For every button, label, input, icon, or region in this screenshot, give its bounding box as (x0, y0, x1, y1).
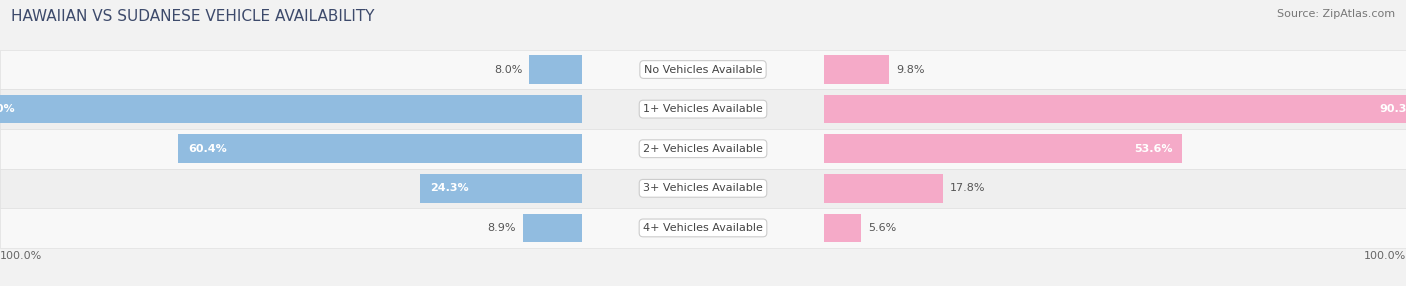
Text: 60.4%: 60.4% (188, 144, 226, 154)
Bar (0, 129, 1406, 168)
Text: 100.0%: 100.0% (1364, 251, 1406, 261)
Bar (0, 208, 1406, 248)
Text: 53.6%: 53.6% (1133, 144, 1173, 154)
Text: 90.3%: 90.3% (1379, 104, 1406, 114)
Text: 8.9%: 8.9% (488, 223, 516, 233)
Bar (824, 174, 942, 202)
Text: No Vehicles Available: No Vehicles Available (644, 65, 762, 75)
Bar (0, 50, 1406, 89)
Text: 5.6%: 5.6% (868, 223, 896, 233)
Text: HAWAIIAN VS SUDANESE VEHICLE AVAILABILITY: HAWAIIAN VS SUDANESE VEHICLE AVAILABILIT… (11, 9, 375, 23)
Bar (0, 89, 1406, 129)
Text: 17.8%: 17.8% (949, 183, 984, 193)
Text: 4+ Vehicles Available: 4+ Vehicles Available (643, 223, 763, 233)
Bar (420, 174, 582, 202)
Text: 100.0%: 100.0% (0, 251, 42, 261)
Text: 24.3%: 24.3% (430, 183, 468, 193)
Text: 9.8%: 9.8% (896, 65, 924, 75)
Text: 8.0%: 8.0% (494, 65, 522, 75)
Text: 1+ Vehicles Available: 1+ Vehicles Available (643, 104, 763, 114)
Text: 92.0%: 92.0% (0, 104, 15, 114)
Bar (824, 134, 1182, 163)
Bar (824, 214, 860, 242)
Bar (523, 214, 582, 242)
Text: 3+ Vehicles Available: 3+ Vehicles Available (643, 183, 763, 193)
Text: Source: ZipAtlas.com: Source: ZipAtlas.com (1277, 9, 1395, 19)
Bar (529, 55, 582, 84)
Text: 2+ Vehicles Available: 2+ Vehicles Available (643, 144, 763, 154)
Bar (824, 55, 889, 84)
Bar (824, 95, 1406, 123)
Bar (0, 95, 582, 123)
Bar (0, 168, 1406, 208)
Bar (179, 134, 582, 163)
